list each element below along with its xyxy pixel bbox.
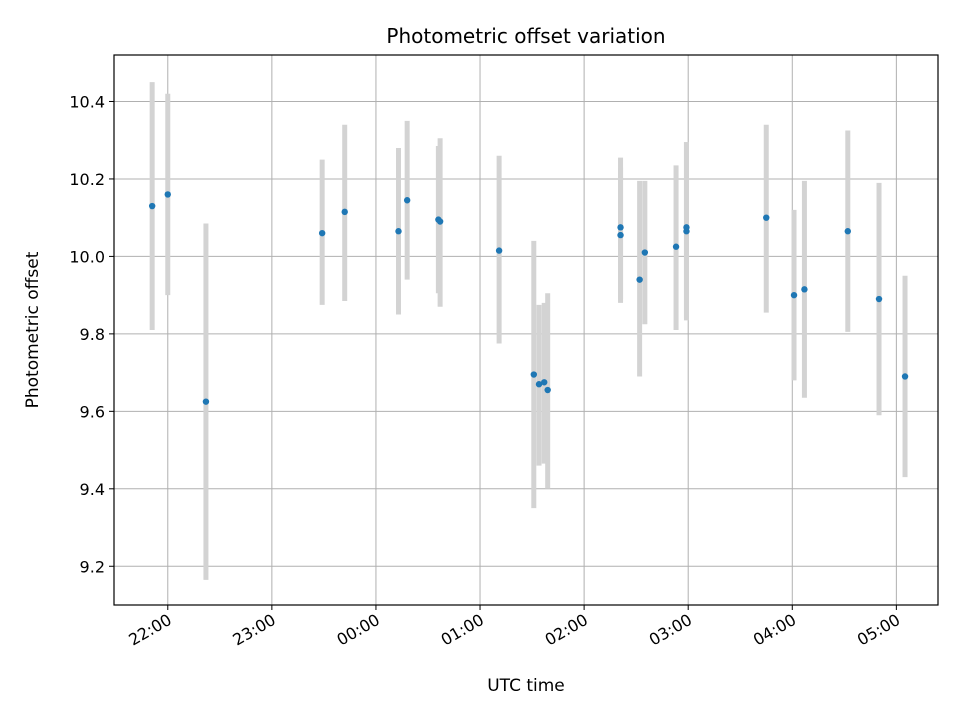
data-point	[636, 276, 643, 283]
y-tick-label: 10.2	[69, 170, 105, 189]
data-point	[148, 202, 156, 210]
data-point	[875, 295, 883, 303]
y-tick-label: 10.4	[69, 92, 105, 111]
chart-title: Photometric offset variation	[386, 24, 665, 48]
y-tick-label: 9.6	[80, 402, 105, 421]
data-point	[683, 224, 690, 231]
y-tick-label: 9.2	[80, 557, 105, 576]
data-point	[763, 214, 770, 221]
y-axis-ticks: 9.2 9.4 9.6 9.8 10.0 10.2 10.4	[69, 92, 114, 576]
y-axis-label: Photometric offset	[23, 251, 43, 408]
plot-background	[114, 55, 938, 605]
data-point	[530, 371, 538, 378]
x-tick-label: 05:00	[854, 610, 903, 650]
x-tick-label: 23:00	[229, 610, 278, 650]
x-tick-label: 03:00	[646, 610, 695, 650]
data-point	[801, 286, 808, 293]
data-point	[318, 229, 326, 237]
data-point	[672, 243, 680, 250]
data-point	[436, 218, 444, 225]
data-point	[844, 228, 851, 235]
data-point	[403, 197, 411, 204]
data-point	[495, 247, 503, 254]
x-tick-label: 22:00	[125, 610, 174, 650]
data-point	[395, 228, 402, 235]
x-tick-label: 00:00	[334, 610, 383, 650]
data-point	[164, 191, 171, 198]
data-point	[641, 249, 649, 256]
data-point	[341, 208, 348, 216]
y-tick-label: 10.0	[69, 247, 105, 266]
data-point	[790, 291, 798, 299]
x-axis-ticks: 22:00 23:00 00:00 01:00 02:00 03:00 04:00 05:00	[125, 605, 903, 650]
x-tick-label: 02:00	[542, 610, 591, 650]
x-tick-label: 04:00	[750, 610, 799, 650]
x-axis-label: UTC time	[487, 676, 565, 696]
plot-frame	[113, 54, 939, 606]
data-point	[901, 373, 909, 380]
data-point	[544, 386, 551, 394]
y-tick-label: 9.8	[80, 325, 105, 344]
y-tick-label: 9.4	[80, 480, 105, 499]
data-point	[202, 398, 210, 405]
data-point	[541, 379, 548, 386]
data-point	[617, 231, 624, 239]
x-tick-label: 01:00	[438, 610, 487, 650]
data-point	[617, 224, 624, 231]
data-points	[148, 191, 909, 405]
data-point	[535, 381, 543, 388]
